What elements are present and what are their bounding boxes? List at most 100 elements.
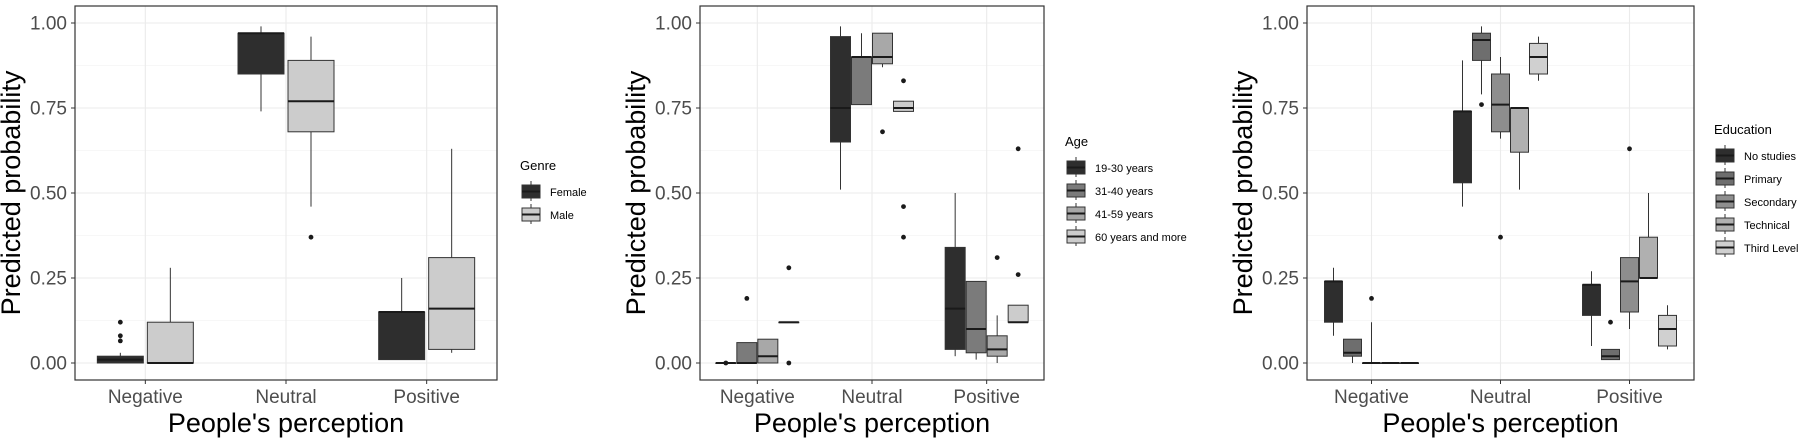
y-axis-title: Predicted probability: [621, 70, 651, 315]
outlier-point: [786, 265, 792, 271]
box-third-level: [1658, 314, 1677, 347]
box-no-studies: [1582, 284, 1601, 316]
outlier-point: [117, 319, 123, 325]
outlier-point: [1479, 102, 1484, 107]
outlier-point: [723, 360, 729, 366]
legend-label: Technical: [1744, 220, 1790, 232]
outlier-point: [744, 296, 750, 301]
y-tick-label: 1.00: [1262, 14, 1299, 35]
y-tick-label: 0.75: [655, 99, 692, 120]
legend-label: 31-40 years: [1095, 186, 1154, 198]
box-technical: [1639, 236, 1658, 279]
outlier-point: [786, 360, 792, 366]
box-41-59-years: [986, 335, 1008, 357]
outlier-point: [117, 338, 123, 344]
y-tick-label: 0.50: [655, 184, 692, 205]
legend-label: Male: [550, 210, 574, 222]
legend: Age 19-30 years 31-40 years 41-59 years 60 y…: [1065, 134, 1187, 246]
x-tick-label: Positive: [393, 387, 460, 408]
legend: Genre Female Male: [520, 158, 587, 224]
outlier-point: [1015, 146, 1021, 152]
box-31-40-years: [736, 342, 758, 364]
chart-panel-1: 0.00 0.25 0.50 0.75 1.00 Negative Neutral Posit…: [0, 5, 587, 438]
outlier-point: [1015, 272, 1021, 277]
outlier-point: [308, 234, 314, 240]
box-60-years-and-more: [1007, 304, 1029, 323]
box-19-30-years: [830, 36, 851, 143]
y-tick-label: 0.75: [30, 99, 67, 120]
legend-title: Age: [1065, 134, 1088, 149]
legend-item: Male: [521, 204, 574, 224]
y-tick-label: 0.00: [1262, 354, 1299, 375]
chart-panel-3: 0.00 0.25 0.50 0.75 1.00 Negative Neutral Posit…: [1228, 5, 1798, 438]
outlier-point: [901, 234, 906, 240]
x-tick-label: Positive: [953, 387, 1020, 408]
outlier-point: [117, 333, 123, 339]
box-male: [146, 321, 194, 364]
legend-item: 41-59 years: [1066, 203, 1154, 223]
y-tick-label: 0.50: [30, 184, 67, 205]
legend-item: Technical: [1715, 214, 1790, 234]
box-female: [378, 311, 426, 361]
y-tick-label: 0.50: [1262, 184, 1299, 205]
box-primary: [1472, 32, 1491, 61]
box-19-30-years: [944, 246, 966, 350]
box-secondary: [1491, 73, 1510, 133]
legend-item: Third Level: [1715, 237, 1798, 257]
outlier-point: [1369, 296, 1374, 301]
x-tick-label: Neutral: [1470, 387, 1531, 408]
outlier-point: [1608, 319, 1613, 325]
legend-item: Female: [521, 181, 587, 201]
x-tick-label: Negative: [108, 387, 183, 408]
legend: Education No studies Primary Secondary Techn…: [1714, 122, 1798, 257]
outlier-point: [901, 78, 906, 84]
legend-label: Female: [550, 187, 587, 199]
x-axis-title: People's perception: [168, 408, 404, 438]
outlier-point: [901, 204, 906, 210]
x-tick-label: Negative: [1334, 387, 1409, 408]
y-tick-label: 1.00: [655, 14, 692, 35]
box-31-40-years: [965, 280, 987, 354]
x-tick-label: Neutral: [841, 387, 902, 408]
outlier-point: [880, 129, 885, 135]
y-axis-title: Predicted probability: [0, 70, 26, 315]
y-axis-title: Predicted probability: [1228, 70, 1258, 315]
legend-label: Third Level: [1744, 243, 1798, 255]
outlier-point: [994, 255, 1000, 260]
legend-label: 60 years and more: [1095, 232, 1187, 244]
legend-item: No studies: [1715, 145, 1796, 165]
legend-item: 19-30 years: [1066, 157, 1154, 177]
legend-title: Education: [1714, 122, 1772, 137]
legend-label: 41-59 years: [1095, 209, 1154, 221]
x-tick-label: Positive: [1596, 387, 1663, 408]
legend-label: 19-30 years: [1095, 163, 1154, 175]
legend-label: No studies: [1744, 151, 1796, 163]
legend-item: 31-40 years: [1066, 180, 1154, 200]
y-tick-label: 0.25: [1262, 269, 1299, 290]
legend-label: Secondary: [1744, 197, 1797, 209]
box-primary: [1601, 348, 1620, 361]
y-tick-label: 0.25: [655, 269, 692, 290]
x-axis-title: People's perception: [754, 408, 990, 438]
box-no-studies: [1453, 110, 1472, 184]
box-male: [428, 257, 476, 350]
box-technical: [1510, 107, 1529, 153]
box-60-years-and-more: [893, 100, 914, 112]
y-tick-label: 0.75: [1262, 99, 1299, 120]
legend-item: Primary: [1715, 168, 1782, 188]
x-axis-title: People's perception: [1382, 408, 1618, 438]
box-no-studies: [1324, 280, 1343, 323]
outlier-point: [1627, 146, 1632, 152]
box-41-59-years: [872, 32, 893, 65]
box-secondary: [1620, 257, 1639, 313]
box-third-level: [1529, 42, 1548, 75]
box-male: [287, 59, 335, 133]
y-tick-label: 0.00: [30, 354, 67, 375]
legend-title: Genre: [520, 158, 556, 173]
outlier-point: [1498, 234, 1503, 240]
y-tick-label: 1.00: [30, 14, 67, 35]
legend-item: Secondary: [1715, 191, 1797, 211]
legend-item: 60 years and more: [1066, 226, 1187, 246]
box-female: [237, 32, 285, 75]
